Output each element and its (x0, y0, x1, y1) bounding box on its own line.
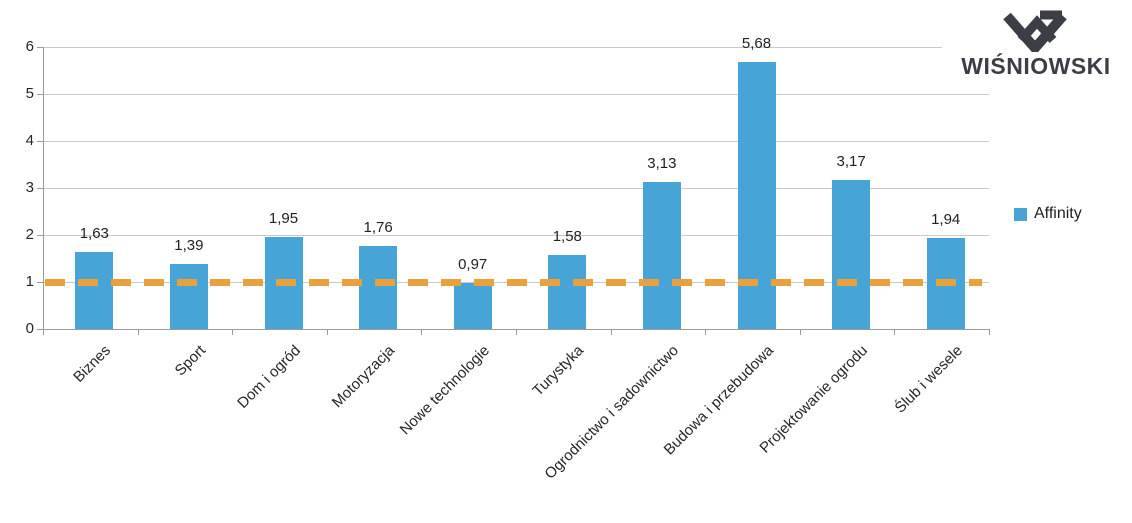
y-axis-tick (37, 47, 43, 48)
y-axis-label: 2 (25, 226, 34, 243)
gridline (43, 47, 989, 48)
category-label: Sport (171, 342, 209, 380)
gridline (43, 94, 989, 95)
category-label: Dom i ogród (233, 342, 304, 412)
bar (359, 246, 398, 329)
y-axis-label: 4 (25, 132, 34, 149)
brand-name: WIŚNIOWSKI (961, 53, 1111, 79)
y-axis-tick (37, 141, 43, 142)
reference-line (45, 279, 982, 286)
category-label: Ogrodnictwo i sadownictwo (541, 342, 682, 483)
bar-value-label: 1,39 (174, 236, 204, 254)
x-axis-tick (799, 329, 801, 335)
y-axis-label: 5 (25, 85, 34, 102)
wisniowski-w-monogram-icon (1003, 10, 1067, 52)
bar-value-label: 1,95 (268, 210, 299, 228)
bar-value-label: 1,76 (363, 219, 393, 237)
bar (548, 254, 587, 329)
bar (453, 283, 492, 329)
y-axis-tick (37, 282, 43, 283)
bar-value-label: 0,97 (458, 256, 488, 274)
category-label: Motoryzacja (328, 342, 399, 412)
bar-value-label: 3,13 (647, 154, 677, 172)
gridline (43, 188, 989, 189)
x-axis-tick (43, 329, 44, 335)
y-axis-label: 6 (25, 38, 34, 55)
x-axis-tick (137, 329, 139, 335)
y-axis-tick (37, 94, 43, 95)
x-axis-tick (326, 329, 328, 335)
y-axis-label: 3 (25, 179, 34, 196)
legend-swatch (1014, 207, 1027, 221)
gridline (43, 141, 989, 142)
bar-value-label: 3,17 (836, 153, 866, 170)
bar-value-label: 1,94 (931, 210, 961, 228)
x-axis-tick (894, 329, 896, 335)
x-axis-tick (516, 329, 517, 335)
bar (642, 181, 681, 329)
category-label: Budowa i przebudowa (660, 342, 777, 459)
category-label: Ślub i wesele (891, 342, 966, 417)
bar (75, 252, 114, 329)
logo: WIŚNIOWSKI (942, 2, 1130, 88)
y-axis-line (43, 47, 44, 330)
x-axis-tick (705, 329, 707, 335)
plot-area: 1,63 1,39 1,95 1,76 0,97 1,58 3,13 5,68 3,17 1,94 (43, 35, 990, 335)
y-axis-label: 1 (25, 273, 34, 290)
y-axis-tick (37, 188, 43, 189)
bar-value-label: 1,58 (552, 227, 582, 245)
bar-value-label: 5,68 (741, 35, 772, 53)
bar (737, 62, 776, 329)
x-axis-tick (610, 329, 612, 335)
category-label: Nowe technologie (396, 342, 493, 439)
category-label: Turystyka (529, 342, 588, 400)
bar (169, 263, 208, 329)
legend-label: Affinity (1034, 205, 1082, 222)
x-axis-tick (232, 329, 234, 335)
gridline (43, 235, 989, 236)
x-axis-tick (421, 329, 423, 335)
bar (832, 180, 871, 329)
category-label: Projektowanie ogrodu (756, 342, 872, 457)
y-axis-tick (37, 235, 43, 236)
legend: Affinity (1014, 205, 1082, 223)
bar-value-label: 1,63 (79, 225, 109, 243)
y-axis-label: 0 (25, 320, 34, 337)
x-axis-tick (989, 329, 990, 335)
y-axis-tick (37, 329, 43, 330)
